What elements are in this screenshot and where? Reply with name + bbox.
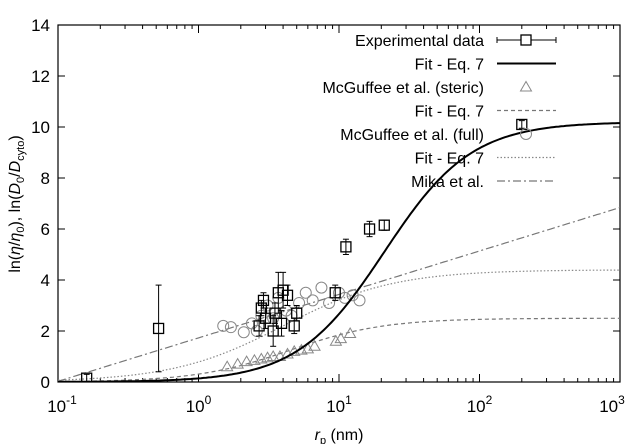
legend-label: Fit - Eq. 7 — [415, 57, 484, 74]
data-point — [308, 339, 321, 351]
y-label-d: D — [7, 183, 24, 195]
legend-marker — [519, 80, 533, 92]
legend-label: McGuffee et al. (full) — [340, 127, 484, 144]
y-label-part: / — [7, 241, 24, 246]
data-point — [261, 351, 274, 363]
series-line — [58, 269, 620, 381]
data-point — [152, 322, 165, 335]
x-axis-label: rp (nm) — [315, 427, 364, 444]
series-line — [58, 206, 620, 382]
x-axis-label-sub: p — [320, 435, 326, 444]
data-point — [248, 353, 261, 365]
y-label-part: ) — [7, 135, 24, 140]
data-point — [306, 294, 319, 307]
data-point — [220, 360, 234, 372]
legend-marker — [520, 34, 532, 46]
y-tick-label: 6 — [41, 220, 50, 239]
data-point — [334, 332, 348, 344]
legend-label: Mika et al. — [411, 174, 484, 191]
y-tick-label: 10 — [31, 118, 50, 137]
x-tick-exponent: -1 — [66, 393, 77, 407]
data-point — [343, 327, 357, 339]
data-point — [281, 289, 294, 301]
x-axis-label-unit: (nm) — [326, 427, 363, 444]
y-tick-label: 14 — [31, 16, 50, 35]
data-point — [291, 307, 303, 319]
data-point — [224, 321, 237, 334]
data-point — [340, 241, 352, 253]
data-point — [231, 357, 245, 369]
data-point — [253, 320, 265, 332]
x-tick-label: 102 — [467, 393, 493, 416]
x-tick-base: 10 — [47, 397, 66, 416]
y-tick-label: 8 — [41, 169, 50, 188]
legend-label: Fit - Eq. 7 — [415, 151, 484, 168]
y-label-sub: 0 — [15, 177, 27, 183]
data-point — [323, 296, 336, 309]
legend-label: McGuffee et al. (steric) — [322, 80, 484, 97]
data-point — [245, 317, 258, 330]
y-label-d: D — [7, 160, 24, 172]
y-label-sub: 0 — [15, 227, 27, 233]
data-point — [329, 287, 341, 299]
y-label-sub: cyto — [15, 141, 27, 161]
x-tick-base: 10 — [467, 397, 486, 416]
x-tick-exponent: 2 — [486, 393, 493, 407]
legend-label: Fit - Eq. 7 — [415, 104, 484, 121]
series-line — [58, 317, 620, 382]
x-tick-exponent: 3 — [618, 393, 625, 407]
y-tick-label: 0 — [41, 373, 50, 392]
data-point — [81, 372, 93, 382]
y-tick-label: 12 — [31, 67, 50, 86]
y-label-part: / — [7, 172, 24, 177]
y-label-eta0: η — [7, 233, 24, 242]
legend-marker — [520, 128, 532, 140]
data-point — [378, 219, 390, 231]
data-point — [363, 223, 376, 235]
data-point — [267, 325, 279, 337]
data-point — [299, 286, 312, 299]
data-point — [237, 326, 250, 339]
data-point — [266, 350, 280, 361]
y-tick-label: 2 — [41, 322, 50, 341]
plot-frame — [57, 24, 621, 383]
data-point — [516, 118, 528, 131]
data-point — [257, 294, 270, 307]
series-layer — [58, 118, 620, 382]
x-tick-label: 101 — [326, 393, 352, 416]
series-line — [58, 122, 620, 382]
x-tick-base: 10 — [599, 397, 618, 416]
legend: Experimental data Fit - Eq. 7 McGuffee et … — [322, 33, 557, 191]
x-tick-exponent: 0 — [205, 393, 212, 407]
data-point — [315, 281, 328, 294]
x-tick-label: 103 — [599, 393, 625, 416]
y-label-part: ln( — [7, 254, 24, 272]
y-label-eta: η — [7, 246, 24, 255]
y-axis-label: ln(η/η0), ln(D0/Dcyto) — [7, 135, 27, 272]
data-point — [353, 294, 366, 307]
data-point — [217, 319, 230, 332]
y-tick-label: 4 — [41, 271, 50, 290]
x-tick-base: 10 — [326, 397, 345, 416]
legend-label: Experimental data — [355, 33, 484, 50]
x-axis-label-main: r — [315, 427, 321, 444]
data-point — [329, 334, 343, 346]
x-tick-base: 10 — [186, 397, 205, 416]
x-tick-label: 10-1 — [47, 393, 77, 416]
y-label-part: ), ln( — [7, 194, 24, 227]
x-tick-exponent: 1 — [345, 393, 352, 407]
data-point — [240, 355, 253, 367]
x-tick-label: 100 — [186, 393, 212, 416]
data-point — [275, 317, 288, 330]
